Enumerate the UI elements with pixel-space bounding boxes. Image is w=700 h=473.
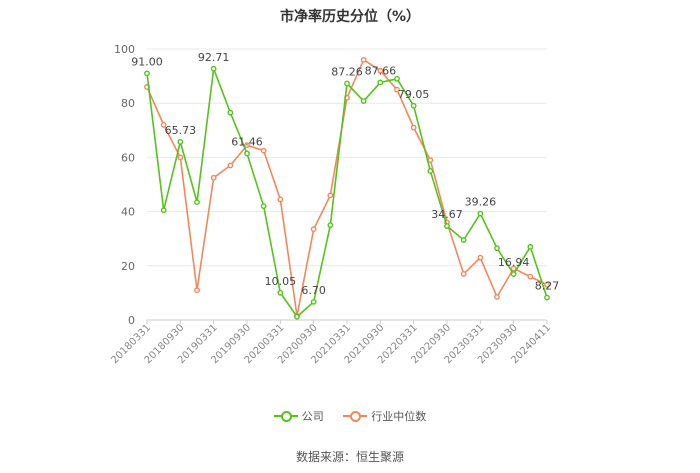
point-company xyxy=(444,223,450,229)
point-company xyxy=(427,168,434,174)
y-tick-label: 80 xyxy=(121,97,135,110)
point-company xyxy=(460,237,467,243)
point-industry-median xyxy=(244,142,250,149)
data-label: 61.46 xyxy=(231,135,263,148)
point-company xyxy=(510,271,517,277)
y-tick-label: 100 xyxy=(114,43,135,56)
point-industry-median xyxy=(227,162,234,169)
point-company xyxy=(210,65,217,72)
point-company xyxy=(260,203,267,210)
legend-label-company: 公司 xyxy=(301,410,324,423)
point-company xyxy=(160,207,167,214)
data-label: 39.26 xyxy=(465,196,497,209)
point-industry-median xyxy=(310,226,317,233)
legend-item-company[interactable]: 公司 xyxy=(273,408,324,424)
point-industry-median xyxy=(460,271,467,277)
point-company xyxy=(527,243,534,250)
point-company xyxy=(177,138,184,145)
legend-swatch-industry-median xyxy=(343,409,368,423)
point-industry-median xyxy=(527,273,534,280)
y-tick-label: 40 xyxy=(121,206,135,219)
data-label: 79.05 xyxy=(398,88,430,101)
point-industry-median xyxy=(327,192,334,199)
point-industry-median xyxy=(260,147,267,154)
series-line-company xyxy=(146,67,548,318)
y-tick-label: 0 xyxy=(128,314,135,327)
point-company xyxy=(194,199,200,206)
point-company xyxy=(494,245,500,252)
point-industry-median xyxy=(394,86,400,93)
data-label: 8.27 xyxy=(535,280,560,293)
point-industry-median xyxy=(177,154,184,161)
point-industry-median xyxy=(160,121,167,128)
point-industry-median xyxy=(410,124,417,131)
point-industry-median xyxy=(377,67,384,74)
point-company xyxy=(277,289,284,296)
data-source: 数据来源：恒生聚源 xyxy=(295,450,404,464)
point-industry-median xyxy=(510,265,517,272)
point-industry-median xyxy=(194,287,200,294)
point-company xyxy=(377,79,384,86)
legend-label-industry-median: 行业中位数 xyxy=(371,410,427,423)
data-label: 10.05 xyxy=(265,275,297,288)
point-company xyxy=(327,222,334,229)
point-company xyxy=(394,75,400,82)
point-company xyxy=(477,210,484,217)
point-industry-median xyxy=(494,294,500,300)
data-label: 87.66 xyxy=(365,64,397,77)
point-company xyxy=(310,298,317,305)
data-label: 16.94 xyxy=(498,256,530,269)
data-label: 92.71 xyxy=(198,51,230,64)
point-company xyxy=(244,150,250,157)
point-company xyxy=(410,102,417,109)
point-company xyxy=(360,98,367,104)
legend: 公司 行业中位数 xyxy=(0,408,700,426)
y-tick-label: 20 xyxy=(121,260,135,273)
data-label: 87.26 xyxy=(331,66,363,79)
point-company xyxy=(544,294,550,301)
point-industry-median xyxy=(544,281,550,288)
legend-swatch-company xyxy=(273,409,298,423)
legend-item-industry-median[interactable]: 行业中位数 xyxy=(343,408,426,424)
data-label: 34.67 xyxy=(431,208,463,221)
point-industry-median xyxy=(360,56,367,63)
point-industry-median xyxy=(277,196,284,203)
point-industry-median xyxy=(427,157,434,164)
chart-title: 市净率历史分位（%） xyxy=(279,9,421,25)
data-label: 91.00 xyxy=(131,55,163,68)
point-industry-median xyxy=(477,254,484,261)
point-industry-median xyxy=(210,174,217,181)
point-company xyxy=(294,313,300,320)
y-tick-label: 60 xyxy=(121,151,135,164)
point-company xyxy=(344,80,350,87)
data-label: 65.73 xyxy=(165,124,197,137)
line-chart: 0204060801002018033120180930201903312019… xyxy=(109,43,560,366)
point-company xyxy=(144,70,150,77)
point-company xyxy=(227,109,234,116)
data-label: 6.70 xyxy=(301,284,326,297)
